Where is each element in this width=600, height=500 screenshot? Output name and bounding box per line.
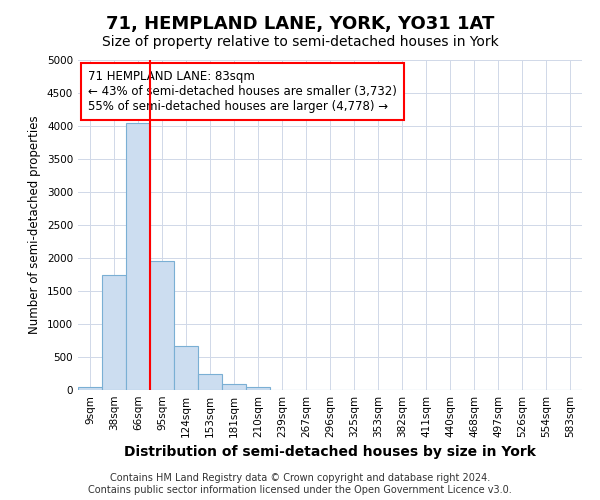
Bar [78,386,102,390]
Bar [174,346,198,390]
Bar [126,124,150,390]
Text: Contains HM Land Registry data © Crown copyright and database right 2024.
Contai: Contains HM Land Registry data © Crown c… [88,474,512,495]
Bar [222,384,246,390]
Bar [246,386,270,390]
X-axis label: Distribution of semi-detached houses by size in York: Distribution of semi-detached houses by … [124,446,536,460]
Text: 71, HEMPLAND LANE, YORK, YO31 1AT: 71, HEMPLAND LANE, YORK, YO31 1AT [106,15,494,33]
Bar [198,374,222,390]
Bar [102,275,126,390]
Text: 71 HEMPLAND LANE: 83sqm
← 43% of semi-detached houses are smaller (3,732)
55% of: 71 HEMPLAND LANE: 83sqm ← 43% of semi-de… [88,70,397,113]
Bar [150,262,174,390]
Text: Size of property relative to semi-detached houses in York: Size of property relative to semi-detach… [101,35,499,49]
Y-axis label: Number of semi-detached properties: Number of semi-detached properties [28,116,41,334]
